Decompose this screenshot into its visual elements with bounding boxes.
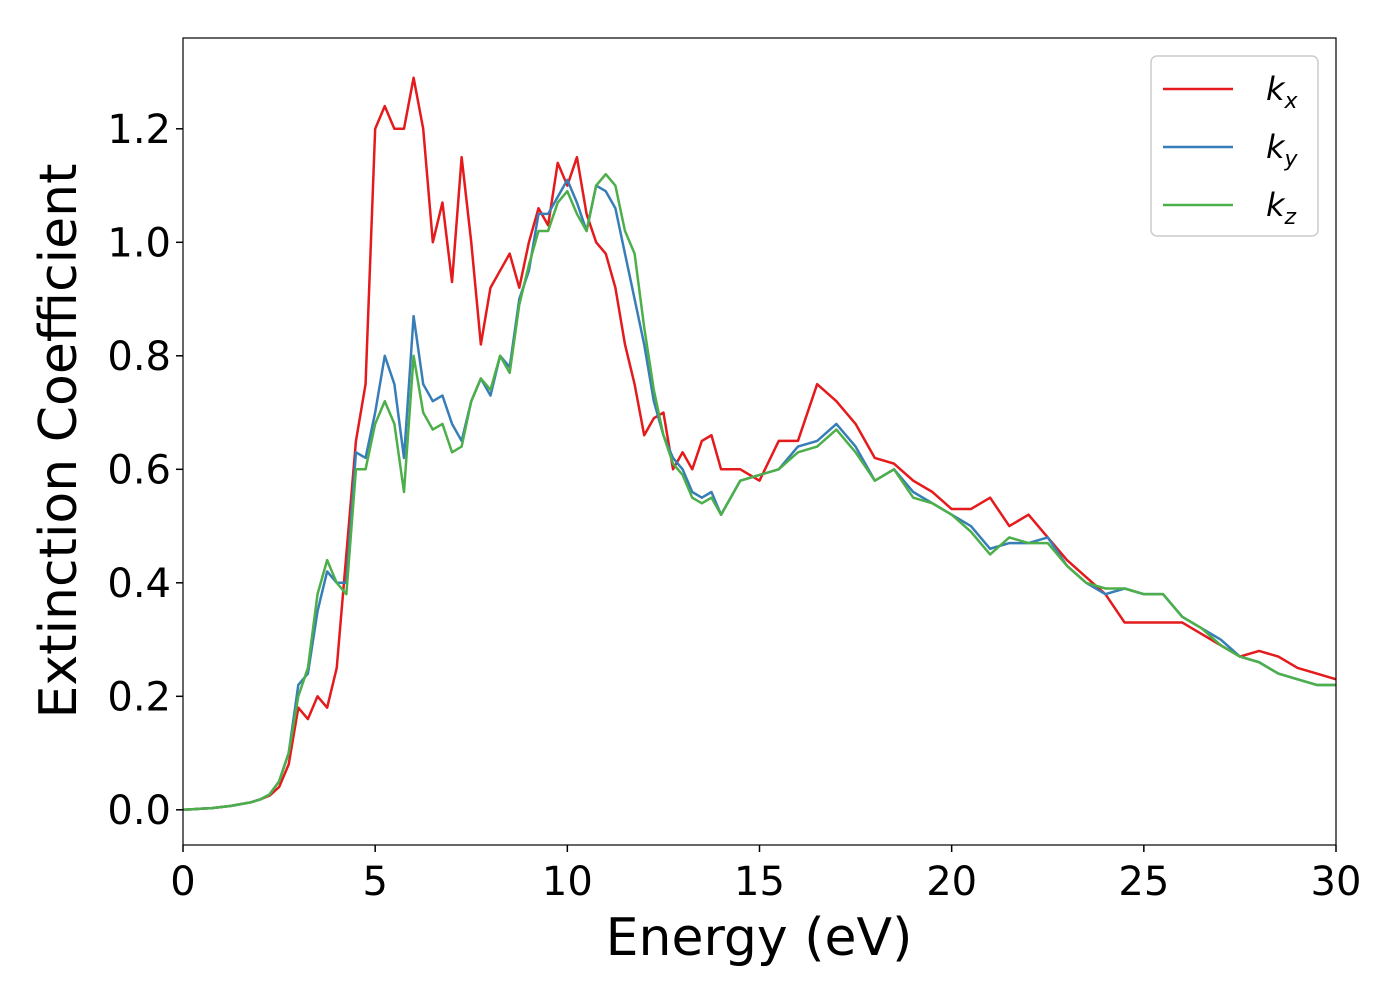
legend-label: ky	[1266, 128, 1299, 172]
y-tick-label: 0.0	[107, 788, 171, 834]
y-tick-label: 0.4	[107, 561, 171, 607]
x-tick-label: 5	[362, 859, 387, 905]
plot-frame	[182, 37, 1337, 846]
x-tick-label: 10	[542, 859, 593, 905]
x-tick-label: 15	[734, 859, 785, 905]
legend-label: kx	[1266, 70, 1299, 114]
plot	[183, 76, 1336, 812]
y-axis-label: Extinction Coefficient	[29, 164, 89, 719]
x-tick-label: 30	[1311, 859, 1362, 905]
legend-box	[1150, 55, 1319, 237]
y-tick-label: 0.2	[107, 674, 171, 720]
legend-label: kz	[1266, 186, 1297, 230]
x-tick-label: 20	[926, 859, 977, 905]
y-tick-label: 1.0	[107, 220, 171, 266]
x-tick-label: 25	[1118, 859, 1169, 905]
x-axis-label: Energy (eV)	[606, 908, 913, 968]
data-line	[183, 178, 1336, 812]
data-line	[183, 172, 1336, 812]
y-tick-label: 0.6	[107, 447, 171, 493]
y-tick-label: 1.2	[107, 107, 171, 153]
x-tick-label: 0	[170, 859, 195, 905]
y-tick-label: 0.8	[107, 334, 171, 380]
